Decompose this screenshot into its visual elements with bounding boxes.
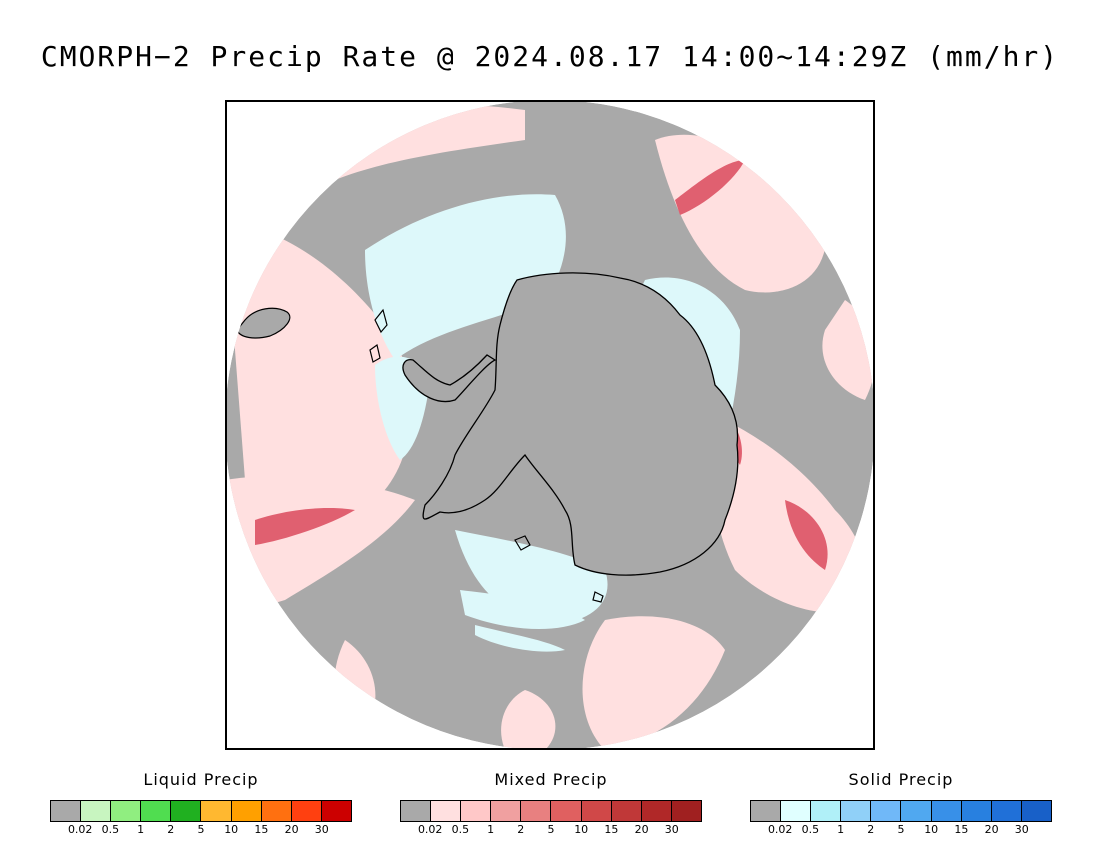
islands: [369, 308, 604, 603]
legend-ticks: 0.02 0.5 1 2 5 10 15 20 30: [400, 823, 702, 839]
legend-title: Liquid Precip: [143, 770, 259, 789]
legend-tick-label: 0.5: [801, 823, 820, 836]
legend-tick-label: 30: [1014, 823, 1029, 836]
solid-precip-area: [460, 590, 585, 630]
legend-tick-label: 5: [197, 823, 205, 836]
legend-tick-label: 2: [167, 823, 175, 836]
legend-swatch: [431, 801, 462, 821]
legend-swatch: [171, 801, 202, 821]
legend-tick-label: 1: [837, 823, 845, 836]
legend-tick-label: 5: [547, 823, 555, 836]
legend-swatch: [671, 801, 701, 821]
legend-swatch: [781, 801, 812, 821]
legend-tick-label: 0.5: [101, 823, 120, 836]
legend-solid: Solid Precip 0.02 0.5 1 2 5 10 15 20 30: [750, 770, 1052, 839]
legend-tick-label: 10: [574, 823, 589, 836]
legend-swatch: [51, 801, 82, 821]
legend-tick-label: 15: [254, 823, 269, 836]
legend-swatch: [491, 801, 522, 821]
legend-swatch: [961, 801, 992, 821]
legend-swatch: [321, 801, 351, 821]
legend-swatch: [581, 801, 612, 821]
solid-precip-area: [475, 625, 565, 652]
mixed-precip-area: [501, 690, 556, 748]
legend-tick-label: 5: [897, 823, 905, 836]
legend-swatches: [750, 800, 1052, 822]
legend-tick-label: 10: [224, 823, 239, 836]
polar-precip-map: [227, 102, 873, 748]
mixed-precip-area: [582, 616, 725, 748]
solid-precip-area: [455, 530, 608, 625]
legend-ticks: 0.02 0.5 1 2 5 10 15 20 30: [750, 823, 1052, 839]
legend-tick-label: 30: [314, 823, 329, 836]
legend-tick-label: 20: [284, 823, 299, 836]
mixed-precip-area: [655, 134, 827, 293]
legend-tick-label: 1: [487, 823, 495, 836]
mixed-precip-heavy: [785, 500, 828, 570]
legend-swatch: [991, 801, 1022, 821]
legend-tick-label: 1: [137, 823, 145, 836]
map-title: CMORPH−2 Precip Rate @ 2024.08.17 14:00~…: [40, 40, 1060, 73]
mixed-precip-area: [227, 220, 412, 518]
legend-tick-label: 30: [664, 823, 679, 836]
legend-tick-label: 20: [634, 823, 649, 836]
map-panel: [225, 100, 875, 750]
legend-tick-label: 2: [867, 823, 875, 836]
legend-swatch: [811, 801, 842, 821]
legend-tick-label: 10: [924, 823, 939, 836]
legend-swatch: [901, 801, 932, 821]
legend-swatch: [201, 801, 232, 821]
legend-tick-label: 0.02: [767, 823, 793, 836]
legend-swatch: [231, 801, 262, 821]
legend-swatch: [641, 801, 672, 821]
legend-title: Mixed Precip: [494, 770, 608, 789]
legend-swatch: [841, 801, 872, 821]
antarctica-landmass: [422, 272, 739, 576]
legend-tick-label: 2: [517, 823, 525, 836]
legend-liquid: Liquid Precip 0.02 0.5 1 2 5 10 15 20 30: [50, 770, 352, 839]
legend-swatches: [400, 800, 702, 822]
legend-swatch: [751, 801, 782, 821]
legend-swatch: [1021, 801, 1051, 821]
legend-tick-label: 20: [984, 823, 999, 836]
legend-tick-label: 0.02: [67, 823, 93, 836]
legend-swatches: [50, 800, 352, 822]
legend-mixed: Mixed Precip 0.02 0.5 1 2 5 10 15 20 30: [400, 770, 702, 839]
mixed-precip-area: [227, 476, 415, 604]
mixed-precip-heavy: [255, 508, 355, 545]
legend-swatch: [141, 801, 172, 821]
legend-swatch: [611, 801, 642, 821]
south-america-tip: [236, 307, 291, 339]
legend-swatch: [401, 801, 432, 821]
legend-swatch: [521, 801, 552, 821]
legend-swatch: [111, 801, 142, 821]
legend-tick-label: 15: [604, 823, 619, 836]
legend-ticks: 0.02 0.5 1 2 5 10 15 20 30: [50, 823, 352, 839]
legend-tick-label: 0.5: [451, 823, 470, 836]
legend-tick-label: 0.02: [417, 823, 443, 836]
legend-swatch: [931, 801, 962, 821]
legend-swatch: [291, 801, 322, 821]
legend-tick-label: 15: [954, 823, 969, 836]
legend-swatch: [261, 801, 292, 821]
antarctic-peninsula: [402, 354, 497, 403]
mixed-precip-heavy: [675, 160, 745, 215]
legend-swatch: [871, 801, 902, 821]
legend-swatch: [551, 801, 582, 821]
legend-swatch: [81, 801, 112, 821]
legend-swatch: [461, 801, 492, 821]
precip-field: [227, 102, 873, 748]
legend-title: Solid Precip: [848, 770, 954, 789]
solid-precip-area: [365, 194, 566, 360]
